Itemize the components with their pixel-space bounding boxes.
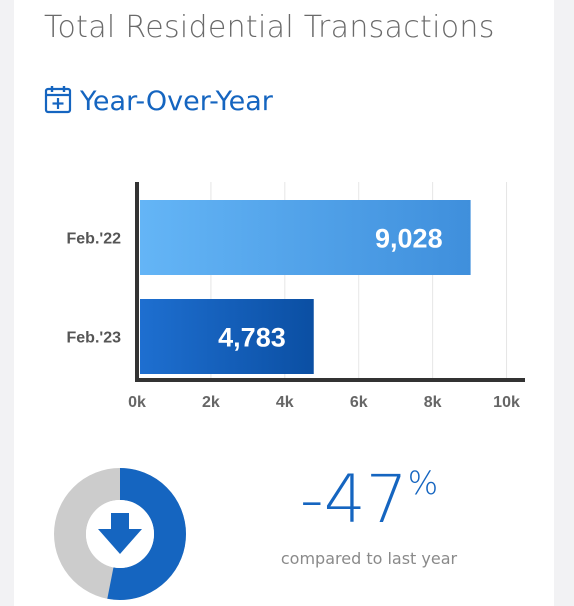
arrow-down-icon (98, 513, 142, 554)
transactions-card: Total Residential Transactions Year-Over… (14, 0, 554, 606)
change-unit: % (407, 464, 439, 502)
category-label: Feb.'23 (67, 330, 122, 347)
x-tick-label: 0k (128, 394, 146, 411)
change-stat: -47% compared to last year (254, 462, 484, 569)
x-tick-label: 8k (424, 394, 442, 411)
period-selector[interactable]: Year-Over-Year (44, 84, 273, 118)
bar (140, 200, 471, 275)
period-label: Year-Over-Year (80, 85, 273, 117)
x-tick-label: 6k (350, 394, 368, 411)
change-value: -47% (254, 462, 484, 549)
bar (140, 299, 314, 374)
change-number: -47 (299, 461, 408, 538)
x-tick-label: 10k (493, 394, 520, 411)
category-label: Feb.'22 (67, 231, 122, 248)
calendar-add-icon (44, 84, 72, 119)
x-tick-label: 2k (202, 394, 220, 411)
change-caption: compared to last year (280, 549, 458, 568)
change-donut (54, 468, 186, 600)
x-tick-label: 4k (276, 394, 294, 411)
bar-value-label: 9,028 (375, 224, 443, 254)
card-title: Total Residential Transactions (44, 10, 495, 45)
bar-chart: 9,028 4,783 0k 2k 4k 6k 8k 10k Feb.'22 Feb.'23 (67, 182, 525, 411)
donut-share-arc (54, 468, 186, 600)
bar-value-label: 4,783 (218, 323, 286, 353)
